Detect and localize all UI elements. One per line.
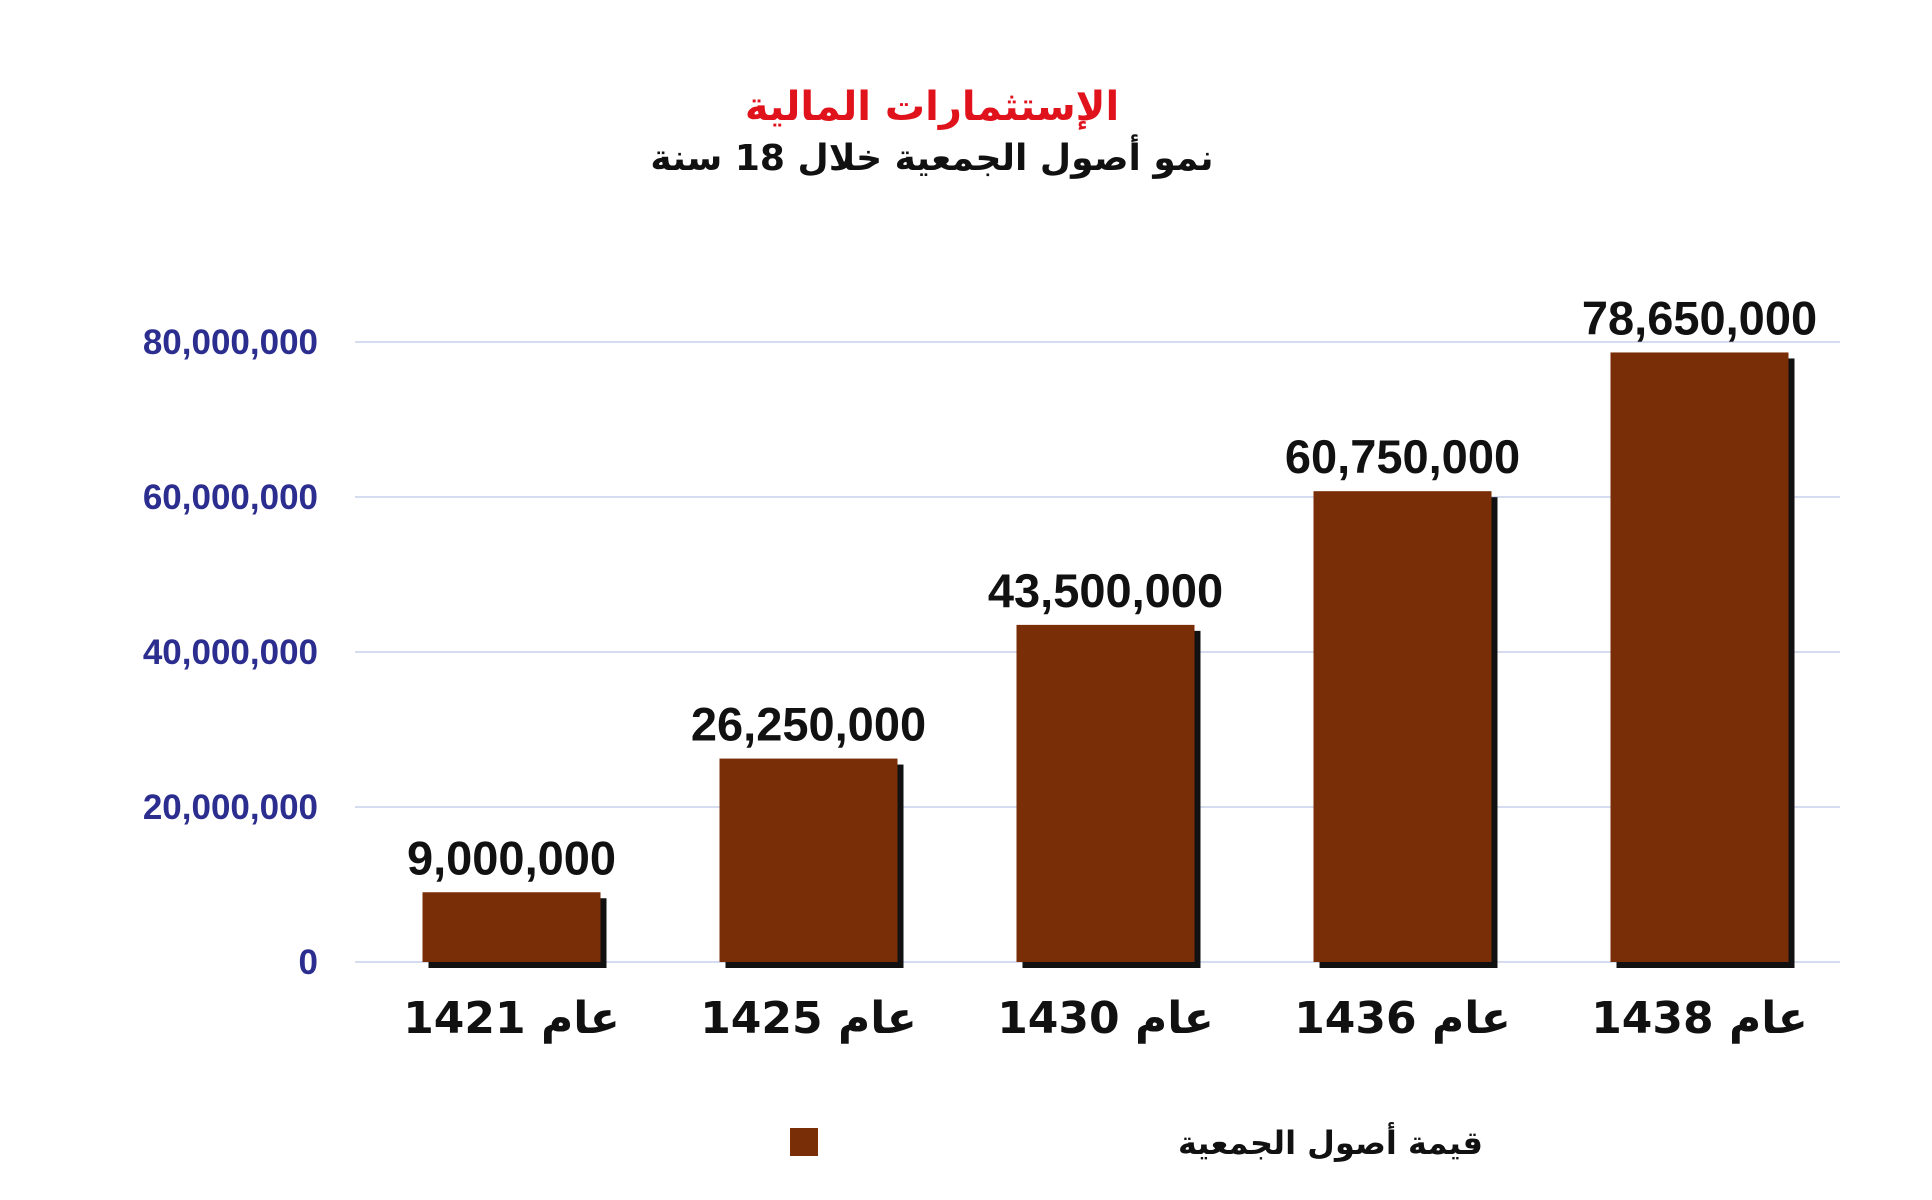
y-tick-label: 40,000,000 [143,633,318,672]
x-axis: عام 1421 عام 1425 عام 1430 عام 1436 عام 1438 [403,993,1808,1044]
data-label: 78,650,000 [1582,291,1817,344]
data-labels: 9,000,000 26,250,000 43,500,000 60,750,000 7… [407,291,1817,884]
x-tick-label: عام 1425 [700,993,917,1044]
legend: قيمة أصول الجمعية [790,1122,1483,1162]
x-tick-label: عام 1438 [1591,993,1808,1044]
legend-label: قيمة أصول الجمعية [1178,1122,1483,1162]
y-tick-label: 60,000,000 [143,478,318,517]
data-label: 9,000,000 [407,831,616,884]
bar [719,758,898,962]
y-tick-label: 0 [299,943,318,982]
x-tick-label: عام 1436 [1294,993,1511,1044]
y-axis: 0 20,000,000 40,000,000 60,000,000 80,000,00… [143,323,318,982]
bars [422,352,1795,968]
bar [422,892,601,962]
data-label: 43,500,000 [988,564,1223,617]
y-tick-label: 20,000,000 [143,788,318,827]
data-label: 26,250,000 [691,698,926,751]
x-tick-label: عام 1430 [997,993,1214,1044]
data-label: 60,750,000 [1285,430,1520,483]
bar [1313,491,1492,962]
chart-subtitle: نمو أصول الجمعية خلال 18 سنة [650,134,1213,179]
bar [1016,624,1195,962]
x-tick-label: عام 1421 [403,993,620,1044]
chart-title: الإستثمارات المالية [745,84,1119,130]
legend-swatch [790,1128,818,1156]
y-tick-label: 80,000,000 [143,323,318,362]
bar [1610,352,1789,962]
